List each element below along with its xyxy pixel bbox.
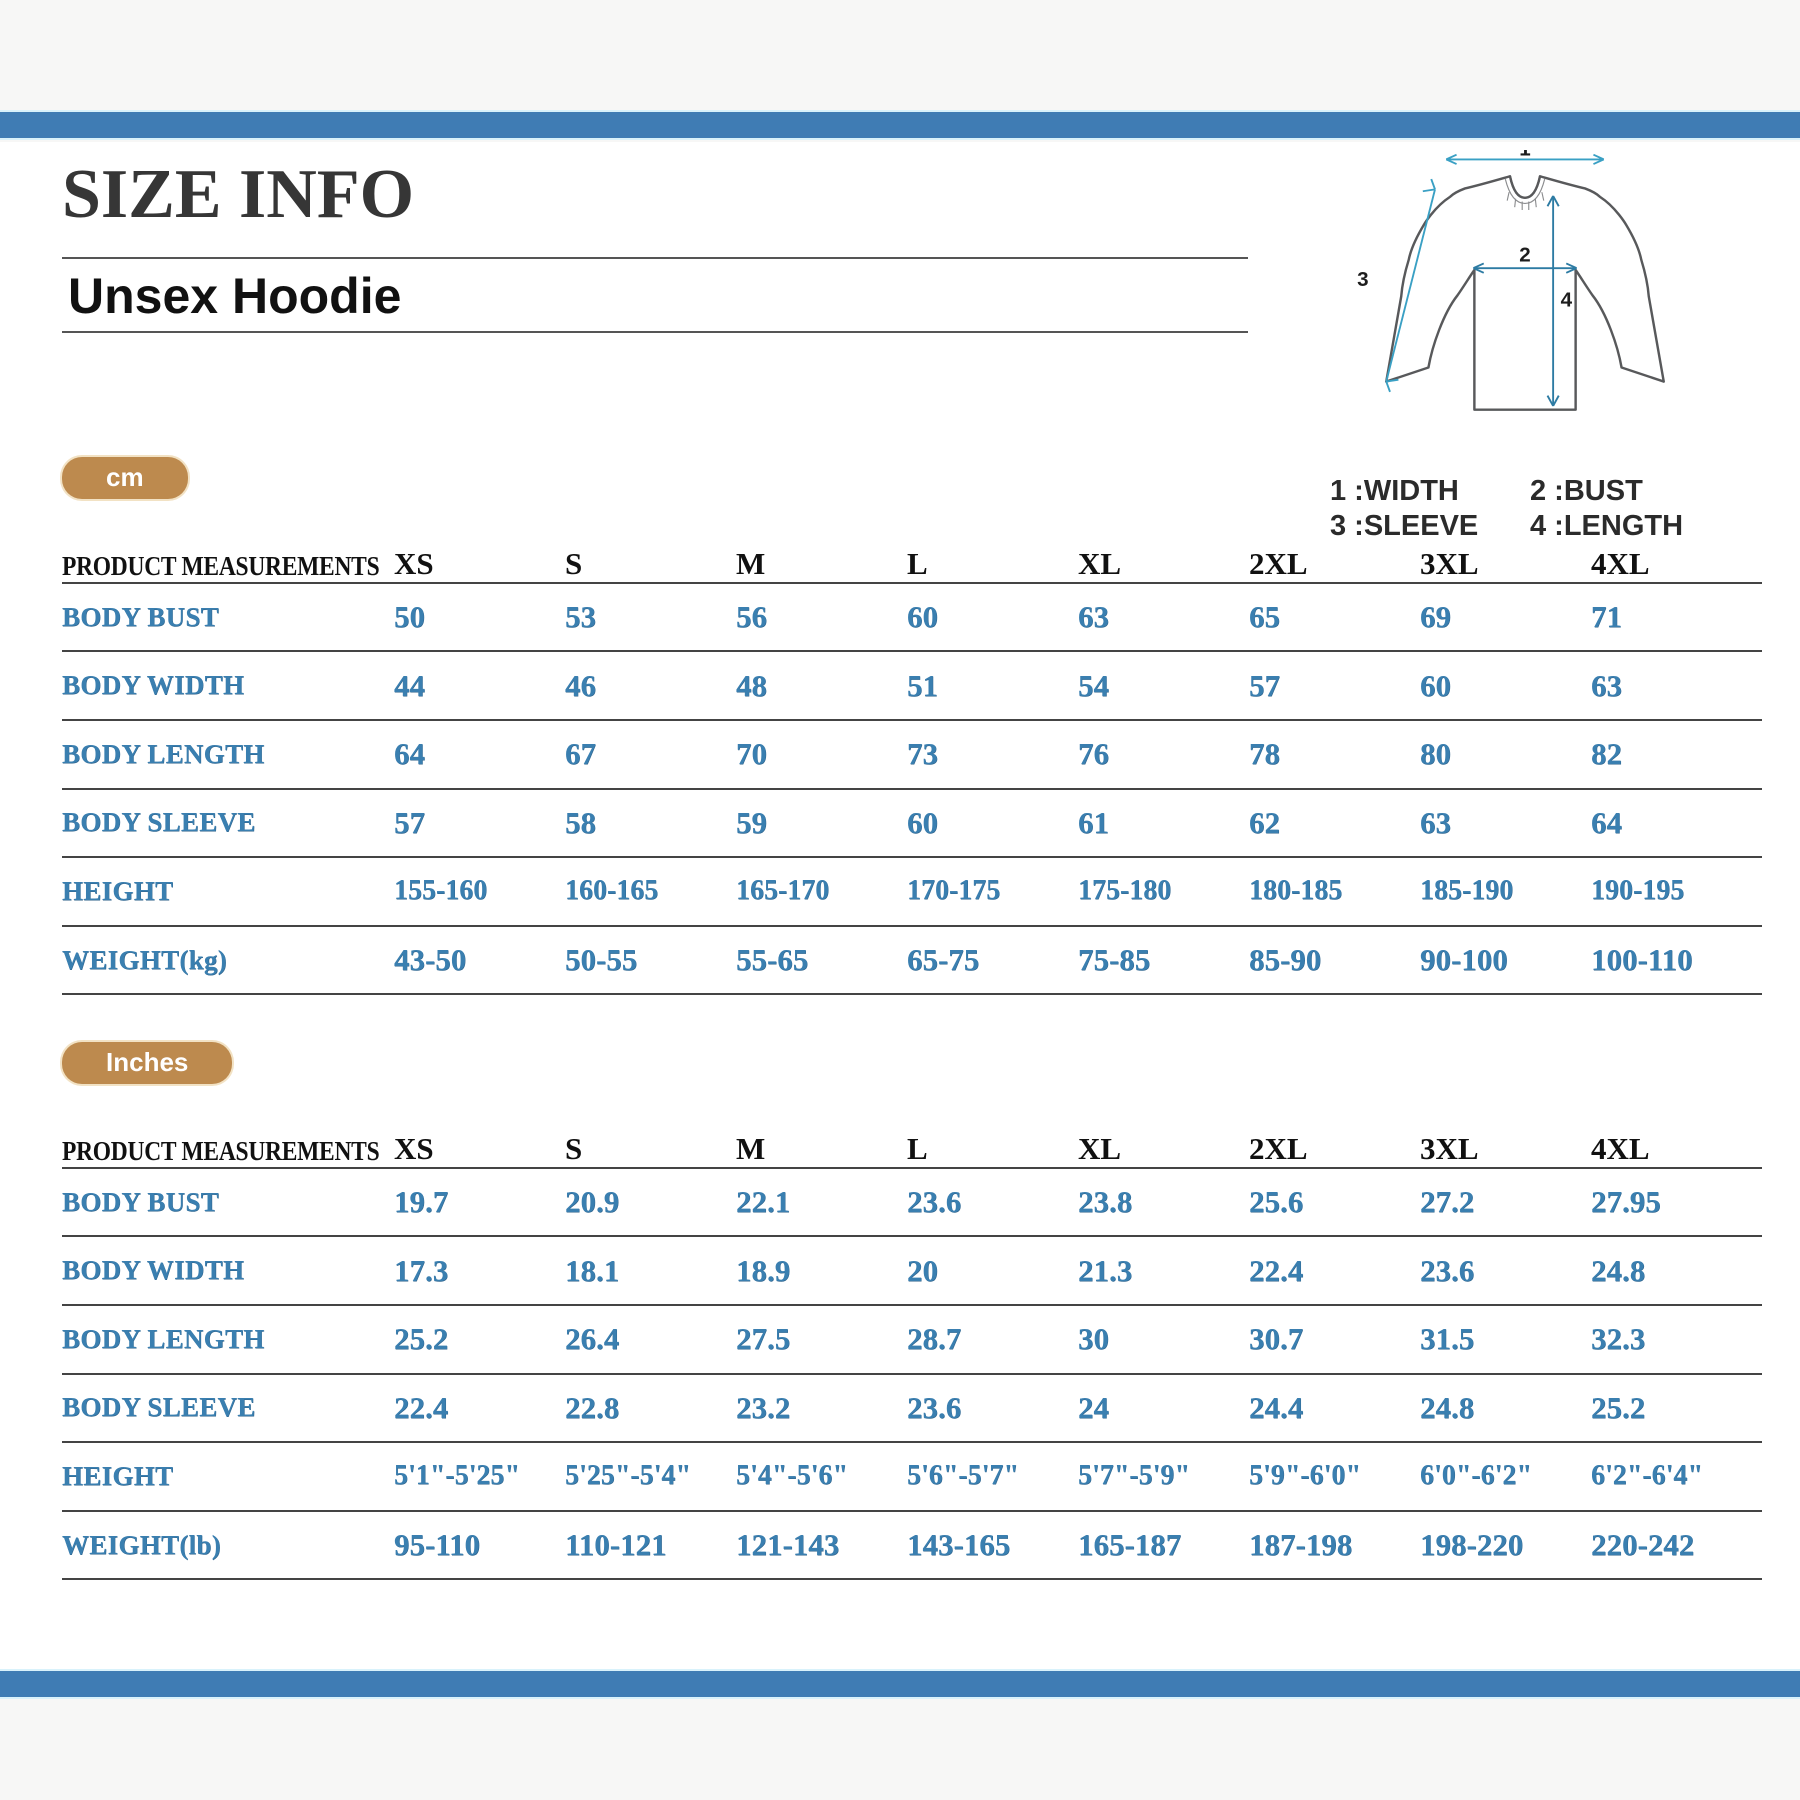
svg-text:4: 4	[1561, 289, 1573, 312]
svg-text:1: 1	[1519, 150, 1530, 161]
svg-text:2: 2	[1519, 244, 1530, 267]
svg-text:3: 3	[1357, 268, 1368, 291]
